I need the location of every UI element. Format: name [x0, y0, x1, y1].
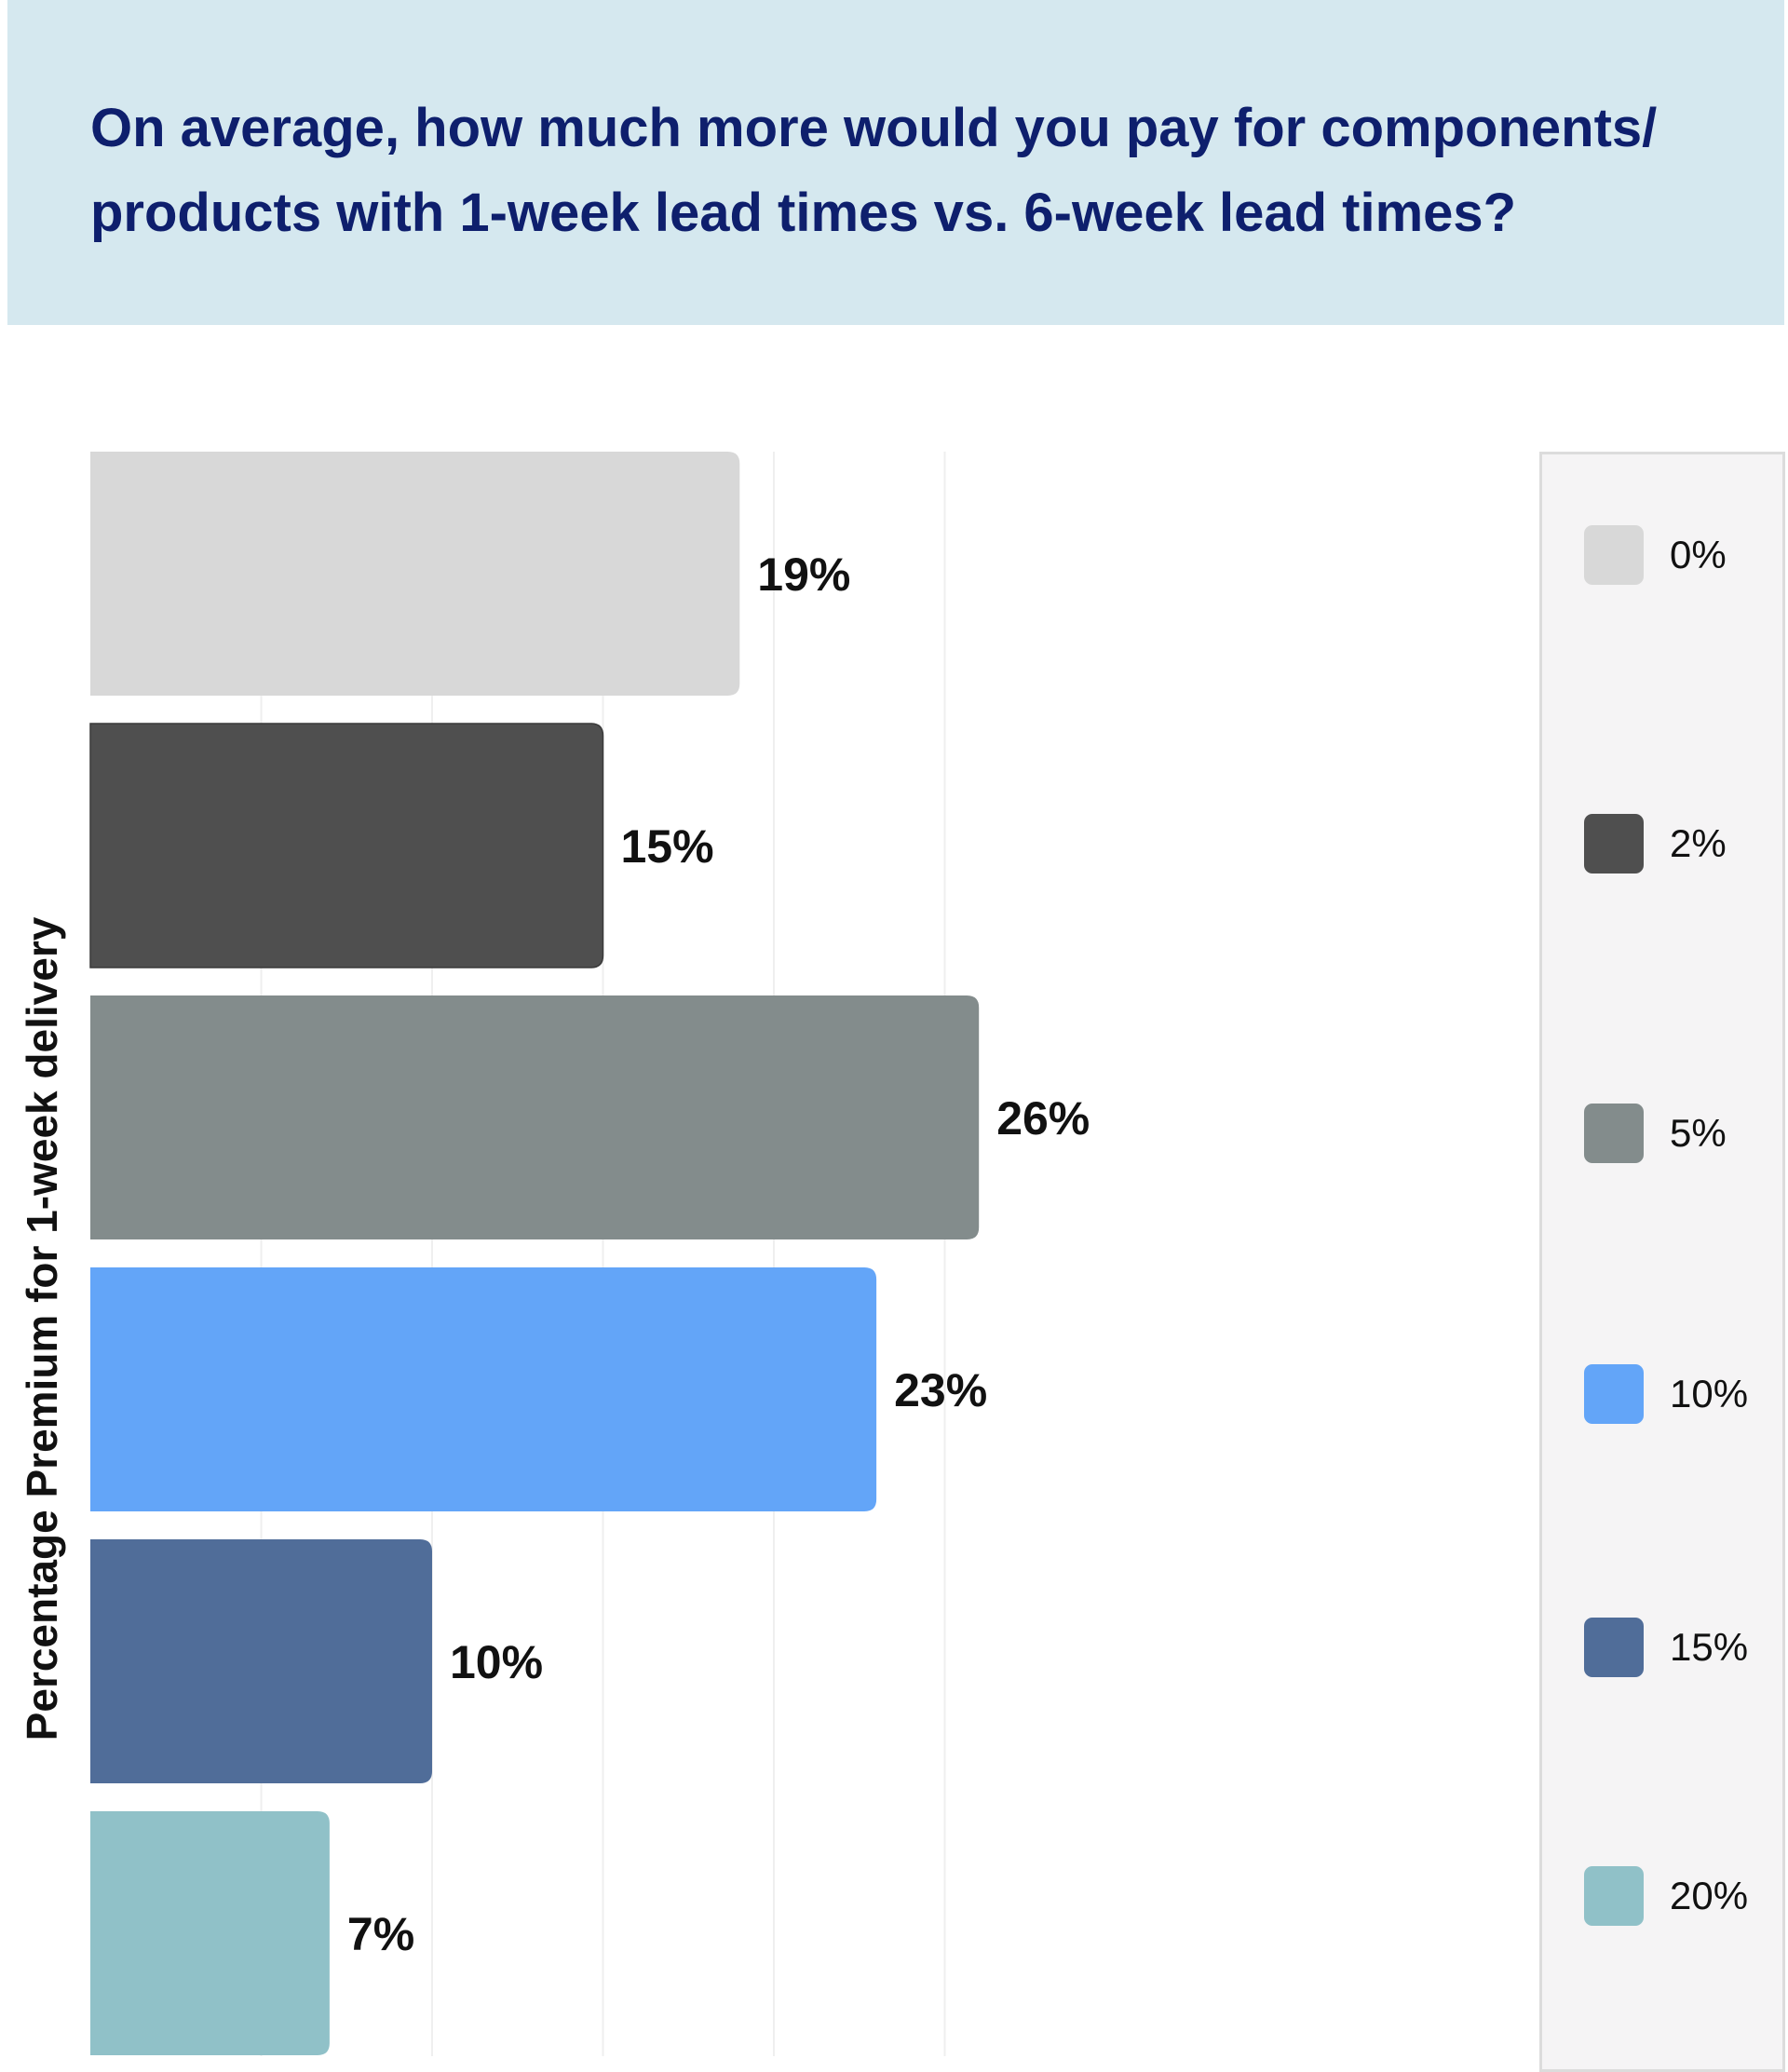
data-labels: 19% 15% 26% 23% 10% 7%	[347, 548, 1090, 1960]
title-band: On average, how much more would you pay …	[7, 0, 1784, 325]
data-label: 19%	[757, 548, 850, 601]
legend-label: 0%	[1670, 533, 1727, 576]
bar-15pct	[90, 1539, 432, 1783]
legend-item: 5%	[1584, 1104, 1770, 1165]
chart-title: On average, how much more would you pay …	[90, 98, 1658, 243]
legend: 0% 2% 5% 10% 15% 20%	[1539, 452, 1785, 2072]
legend-label: 5%	[1670, 1111, 1727, 1155]
legend-label: 2%	[1670, 821, 1727, 865]
bar-2pct	[89, 723, 604, 968]
legend-item: 15%	[1584, 1618, 1770, 1679]
data-label: 15%	[621, 820, 714, 873]
legend-item: 10%	[1584, 1364, 1770, 1426]
bar-0pct	[90, 452, 740, 696]
bar-20pct	[90, 1811, 330, 2055]
data-label: 10%	[450, 1636, 543, 1688]
legend-item: 2%	[1584, 814, 1770, 875]
legend-swatch	[1584, 1104, 1644, 1163]
legend-swatch	[1584, 525, 1644, 585]
data-label: 23%	[894, 1364, 987, 1416]
legend-item: 20%	[1584, 1866, 1770, 1928]
data-label: 7%	[347, 1908, 414, 1960]
legend-swatch	[1584, 814, 1644, 873]
data-label: 26%	[996, 1092, 1090, 1144]
legend-label: 20%	[1670, 1874, 1749, 1917]
bars	[89, 452, 980, 2055]
bar-10pct	[90, 1267, 877, 1511]
legend-label: 15%	[1670, 1625, 1749, 1669]
legend-swatch	[1584, 1866, 1644, 1926]
legend-item: 0%	[1584, 525, 1770, 587]
legend-swatch	[1584, 1618, 1644, 1677]
legend-label: 10%	[1670, 1372, 1749, 1415]
grid-lines	[260, 452, 946, 2056]
y-axis-label: Percentage Premium for 1-week delivery	[18, 916, 66, 1741]
bar-5pct	[90, 995, 980, 1239]
legend-swatch	[1584, 1364, 1644, 1424]
